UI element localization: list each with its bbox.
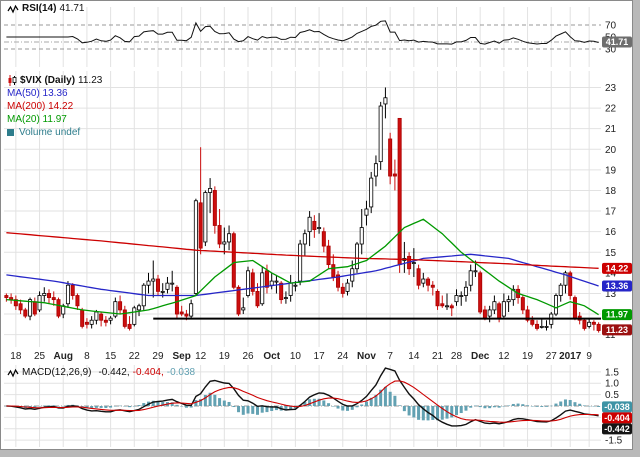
macd-signal-value: -0.404,: [132, 367, 164, 378]
svg-text:13: 13: [605, 289, 617, 300]
legend-ma200: MA(200) 14.22: [7, 100, 102, 113]
svg-text:24: 24: [337, 351, 349, 362]
chart-canvas: 18 25 Aug 8 15 22 29 Sep 12 19 26 Oct 10 17 24 Nov 7 14 21…: [4, 7, 632, 447]
indicator-line-icon: [7, 4, 19, 14]
svg-text:22: 22: [605, 104, 617, 115]
svg-text:23: 23: [605, 83, 617, 94]
svg-text:14: 14: [408, 351, 420, 362]
svg-text:70: 70: [605, 21, 617, 32]
svg-text:1.5: 1.5: [605, 367, 619, 378]
svg-text:14.22: 14.22: [606, 263, 629, 273]
svg-text:-0.442: -0.442: [604, 424, 630, 434]
macd-legend: MACD(12,26,9) -0.442, -0.404, -0.038: [7, 366, 195, 379]
svg-text:41.71: 41.71: [606, 37, 629, 47]
svg-text:15: 15: [105, 351, 117, 362]
svg-text:1.0: 1.0: [605, 379, 619, 390]
volume-label: Volume undef: [19, 127, 81, 138]
svg-text:26: 26: [242, 351, 254, 362]
svg-text:29: 29: [152, 351, 164, 362]
rsi-value: 41.71: [59, 3, 85, 14]
svg-text:13.36: 13.36: [606, 281, 629, 291]
svg-text:28: 28: [451, 351, 463, 362]
candlestick-icon: [7, 75, 17, 86]
indicator-line-icon: [7, 368, 19, 378]
stock-chart: 18 25 Aug 8 15 22 29 Sep 12 19 26 Oct 10 17 24 Nov 7 14 21…: [0, 0, 633, 450]
svg-text:27: 27: [546, 351, 558, 362]
legend-ma50: MA(50) 13.36: [7, 87, 102, 100]
ma50-label: MA(50) 13.36: [7, 88, 68, 99]
legend-volume: Volume undef: [7, 126, 102, 139]
svg-text:18: 18: [10, 351, 22, 362]
svg-text:12: 12: [498, 351, 510, 362]
svg-text:Oct: Oct: [263, 351, 280, 362]
svg-text:15: 15: [605, 248, 617, 259]
svg-text:0.5: 0.5: [605, 390, 619, 401]
svg-text:-0.038: -0.038: [604, 402, 630, 412]
last-price: 11.23: [78, 75, 103, 86]
svg-text:11.97: 11.97: [606, 310, 628, 320]
svg-text:17: 17: [314, 351, 326, 362]
macd-label: MACD(12,26,9): [22, 367, 92, 378]
svg-text:-0.404: -0.404: [604, 413, 630, 423]
svg-text:10: 10: [290, 351, 302, 362]
macd-value: -0.442,: [98, 367, 130, 378]
svg-text:Sep: Sep: [173, 351, 191, 362]
svg-text:21: 21: [432, 351, 444, 362]
ma20-label: MA(20) 11.97: [7, 114, 67, 125]
rsi-legend: RSI(14) 41.71: [7, 2, 84, 15]
price-legend: $VIX (Daily) 11.23 MA(50) 13.36 MA(200) …: [7, 74, 102, 139]
svg-text:30: 30: [605, 45, 617, 56]
svg-text:-1.5: -1.5: [605, 436, 623, 447]
svg-text:11: 11: [605, 330, 616, 341]
svg-text:14: 14: [605, 268, 617, 279]
svg-text:19: 19: [219, 351, 231, 362]
svg-text:21: 21: [605, 124, 617, 135]
svg-text:2017: 2017: [559, 351, 582, 362]
svg-text:18: 18: [605, 186, 617, 197]
svg-text:Dec: Dec: [471, 351, 490, 362]
legend-ma20: MA(20) 11.97: [7, 113, 102, 126]
svg-text:7: 7: [387, 351, 393, 362]
svg-text:22: 22: [129, 351, 141, 362]
symbol-title: $VIX (Daily): [20, 75, 76, 86]
svg-text:19: 19: [605, 165, 617, 176]
svg-text:8: 8: [84, 351, 90, 362]
svg-text:16: 16: [605, 227, 617, 238]
rsi-label: RSI(14): [22, 3, 57, 14]
svg-text:20: 20: [605, 145, 617, 156]
svg-text:25: 25: [34, 351, 46, 362]
volume-bar-icon: [7, 129, 14, 136]
svg-text:11.23: 11.23: [606, 325, 628, 335]
ma200-label: MA(200) 14.22: [7, 101, 74, 112]
svg-text:12: 12: [195, 351, 207, 362]
svg-text:9: 9: [586, 351, 592, 362]
svg-text:17: 17: [605, 207, 617, 218]
svg-text:Aug: Aug: [53, 351, 72, 362]
svg-text:Nov: Nov: [357, 351, 376, 362]
svg-text:19: 19: [522, 351, 534, 362]
macd-hist-value: -0.038: [166, 367, 196, 378]
